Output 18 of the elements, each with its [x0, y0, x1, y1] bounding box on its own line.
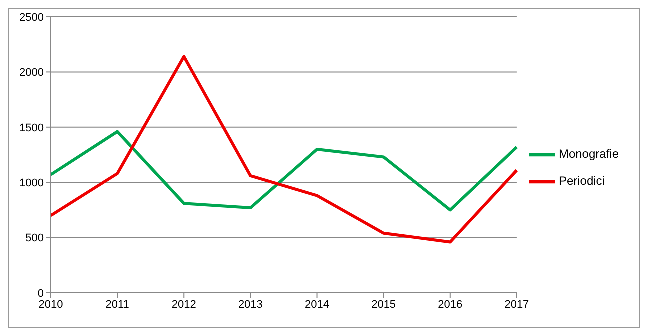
x-tick-label: 2010	[38, 298, 64, 311]
y-tick-label: 1000	[20, 178, 44, 190]
legend-label: Monografie	[558, 147, 619, 162]
y-tick-label: 2000	[20, 67, 44, 80]
x-tick-label: 2011	[106, 298, 130, 311]
y-tick-label: 1500	[20, 122, 44, 134]
line-series	[50, 55, 518, 244]
y-tick-label: 500	[26, 232, 44, 245]
y-tick-label: 2500	[20, 12, 44, 24]
x-tick-label: 2015	[372, 298, 396, 311]
y-tick-label: 0	[38, 288, 44, 300]
line-series	[50, 130, 518, 212]
x-tick-label: 2014	[305, 298, 330, 311]
x-tick-label: 2017	[504, 298, 530, 311]
x-tick-label: 2016	[438, 298, 463, 311]
legend-label: Periodici	[558, 174, 605, 188]
x-tick-label: 2012	[172, 298, 196, 311]
x-tick-label: 2013	[238, 298, 263, 311]
